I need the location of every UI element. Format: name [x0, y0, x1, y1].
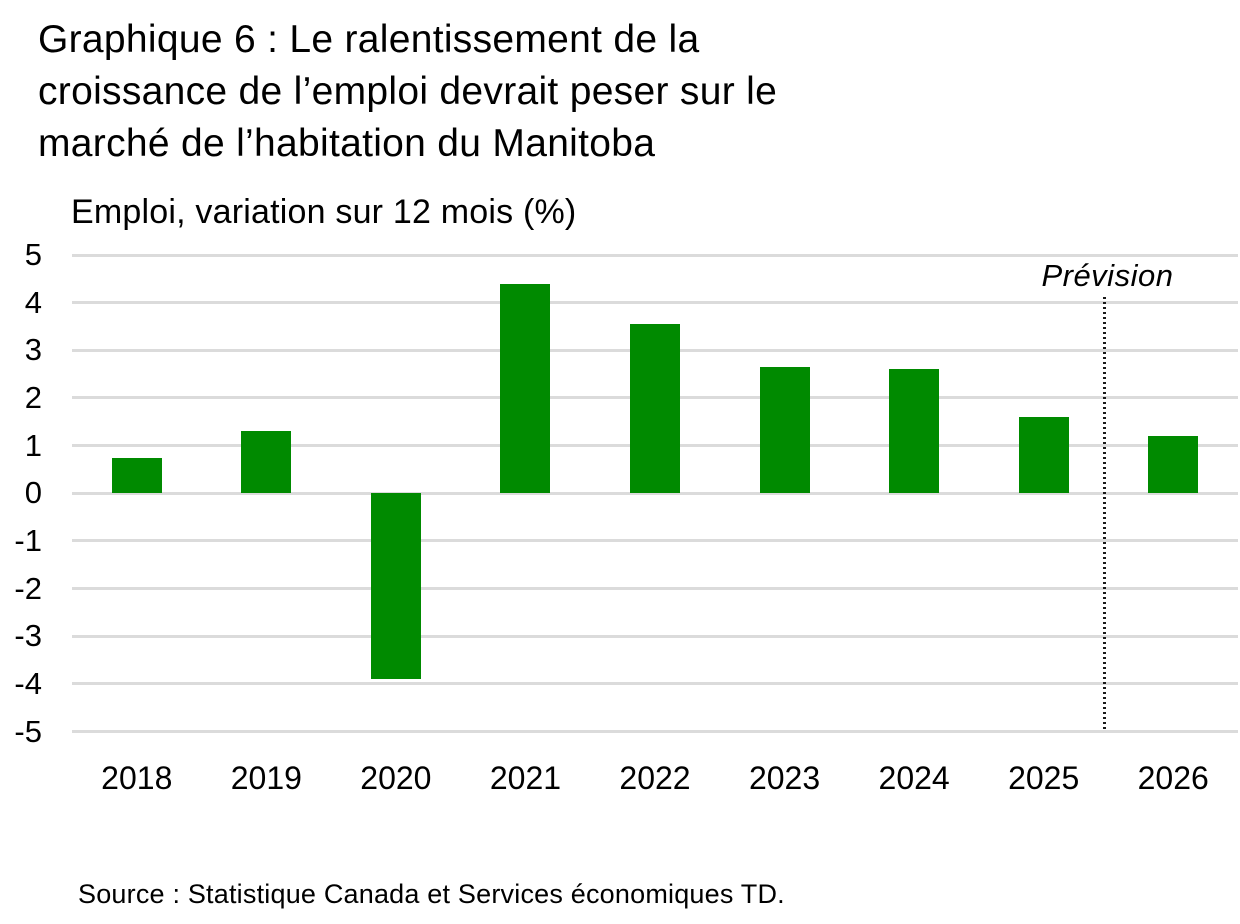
x-axis-label-2026: 2026 [1137, 760, 1209, 796]
chart-title-line-3: marché de l’habitation du Manitoba [38, 122, 656, 165]
gridline-y-4 [72, 682, 1238, 686]
y-axis-tick-label: -3 [14, 618, 42, 654]
y-axis-tick-label: -1 [14, 522, 42, 558]
y-axis-tick-label: -2 [14, 570, 42, 606]
bar-2025 [1018, 417, 1069, 494]
x-axis-label-2022: 2022 [619, 760, 691, 796]
source-note: Source : Statistique Canada et Services … [78, 879, 785, 909]
x-axis-label-2019: 2019 [230, 760, 302, 796]
gridline-y0 [72, 491, 1238, 495]
gridline-y5 [72, 253, 1238, 257]
y-axis-units-label: Emploi, variation sur 12 mois (%) [71, 193, 577, 231]
chart-title-line-2: croissance de l’emploi devrait peser sur… [38, 70, 778, 113]
y-axis-tick-label: 1 [24, 427, 42, 463]
gridline-y-1 [72, 539, 1238, 543]
x-axis-label-2018: 2018 [101, 760, 173, 796]
bar-2026 [1148, 436, 1199, 494]
bar-2019 [241, 431, 292, 494]
y-axis-tick-label: 4 [24, 284, 42, 320]
x-axis-label-2020: 2020 [360, 760, 432, 796]
bar-2018 [111, 457, 162, 494]
x-axis-label-2021: 2021 [489, 760, 562, 796]
forecast-label: Prévision [1041, 258, 1174, 293]
x-axis-label-2024: 2024 [878, 760, 950, 796]
x-axis-label-2025: 2025 [1008, 760, 1080, 796]
gridline-y4 [72, 301, 1238, 305]
chart-title: Graphique 6 : Le ralentissement de la cr… [38, 14, 777, 170]
y-axis-tick-label: -5 [14, 713, 42, 749]
chart-title-line-1: Graphique 6 : Le ralentissement de la [38, 18, 700, 61]
bar-2023 [759, 366, 810, 494]
bar-2020 [370, 493, 421, 680]
y-axis-tick-label: 3 [24, 332, 42, 368]
bar-2024 [889, 369, 940, 494]
forecast-divider-line [1103, 297, 1107, 732]
gridline-y-5 [72, 730, 1238, 733]
y-axis-tick-label: 0 [24, 475, 42, 511]
gridline-y-2 [72, 587, 1238, 591]
bar-2021 [500, 283, 551, 494]
gridline-y-3 [72, 634, 1238, 638]
x-axis-label-2023: 2023 [748, 760, 821, 796]
bar-2022 [630, 324, 680, 494]
y-axis-tick-label: 2 [24, 379, 42, 415]
y-axis-tick-label: 5 [24, 237, 42, 272]
y-axis-tick-label: -4 [14, 665, 42, 701]
